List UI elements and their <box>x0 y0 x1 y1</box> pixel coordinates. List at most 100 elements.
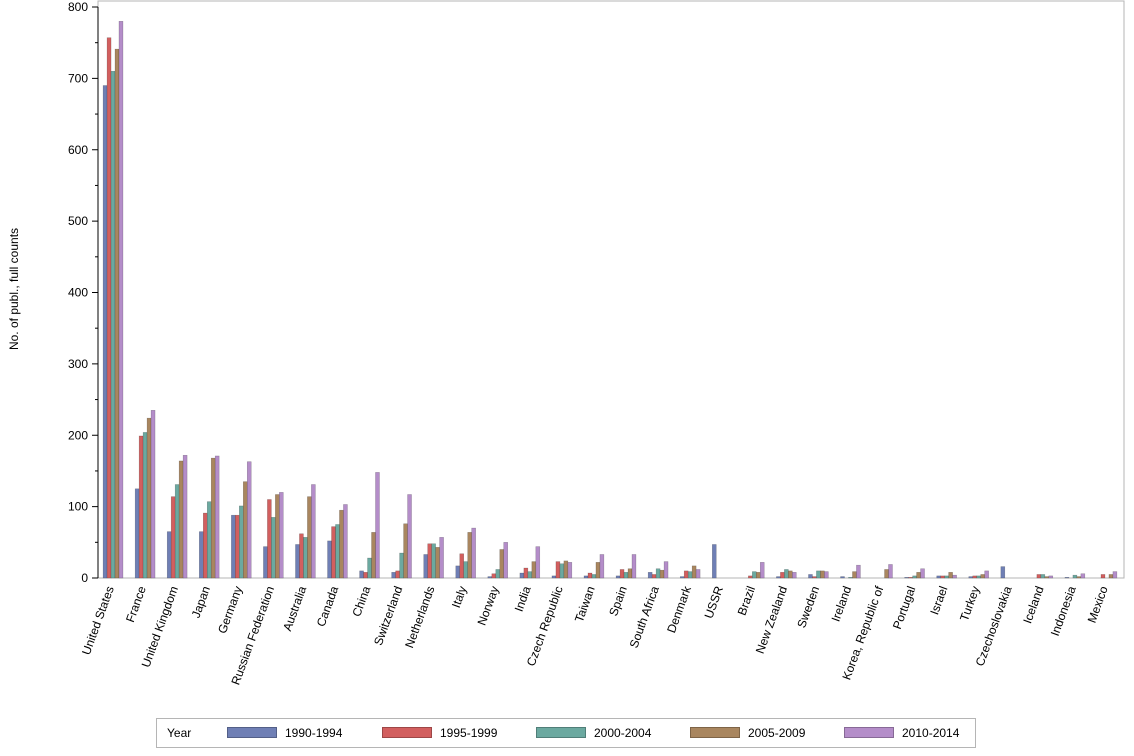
bar <box>936 575 941 579</box>
bar <box>471 527 476 579</box>
bar <box>395 570 400 579</box>
bar <box>299 533 304 579</box>
bar <box>559 563 565 579</box>
bar <box>142 432 148 579</box>
x-tick-label: Sweden <box>794 584 822 630</box>
x-tick-label: Ireland <box>829 584 855 623</box>
bar <box>519 572 525 579</box>
bar <box>343 504 348 579</box>
x-tick-label: Mexico <box>1085 584 1111 625</box>
y-tick-label: 0 <box>81 571 88 585</box>
bar <box>427 543 432 579</box>
bar <box>523 567 529 579</box>
bars <box>102 21 1118 579</box>
bar <box>1108 574 1114 579</box>
bar <box>495 569 501 579</box>
y-tick-label: 100 <box>68 500 88 514</box>
x-tick-label: Brazil <box>735 584 758 617</box>
x-tick-label: Italy <box>449 584 470 609</box>
bar <box>840 576 845 579</box>
legend-title: Year <box>167 726 192 740</box>
bar <box>695 569 701 579</box>
bar <box>984 570 989 579</box>
bar <box>904 577 909 579</box>
bar <box>940 575 945 579</box>
bar <box>687 571 693 579</box>
x-tick-label: Portugal <box>890 584 918 631</box>
bar <box>888 564 893 579</box>
bar <box>307 496 312 579</box>
bar <box>792 572 797 579</box>
bar <box>952 574 957 579</box>
bar <box>944 575 949 579</box>
bar <box>631 554 637 579</box>
bar <box>114 48 120 579</box>
legend-label: 1995-1999 <box>440 726 498 740</box>
bar <box>1044 576 1050 579</box>
bar <box>455 565 461 579</box>
bar <box>535 546 541 579</box>
x-tick-label: Denmark <box>664 583 694 634</box>
bar <box>459 553 464 579</box>
bar <box>403 523 408 579</box>
y-axis: 0 100 200 300 400 500 600 700 800 <box>68 0 99 585</box>
bar <box>1112 571 1118 579</box>
legend-swatch <box>382 727 432 738</box>
bar <box>968 576 974 579</box>
bar <box>812 576 817 579</box>
bar <box>231 514 236 579</box>
bar <box>303 537 308 579</box>
x-tick-label: Iceland <box>1020 584 1046 625</box>
bar <box>1076 576 1082 579</box>
x-tick-label: USSR <box>701 584 726 620</box>
bar <box>856 564 861 579</box>
bar <box>980 574 985 579</box>
bar <box>1048 575 1054 579</box>
bar <box>908 577 913 579</box>
bar <box>551 575 557 579</box>
bar <box>150 410 156 579</box>
legend-swatch <box>844 727 894 738</box>
bar <box>367 557 372 579</box>
bar <box>788 570 793 579</box>
bar <box>146 417 152 579</box>
bar <box>106 37 112 579</box>
bar <box>1100 574 1106 579</box>
legend-label: 2005-2009 <box>748 726 806 740</box>
y-tick-label: 500 <box>68 214 88 228</box>
legend-label: 1990-1994 <box>285 726 343 740</box>
x-tick-label: Canada <box>314 584 342 629</box>
bar <box>852 571 857 579</box>
bar <box>976 575 981 579</box>
x-tick-label: India <box>512 584 534 614</box>
bar <box>210 457 216 579</box>
bar <box>423 554 428 579</box>
bar <box>331 526 336 579</box>
legend-item: 2010-2014 <box>844 726 959 740</box>
x-tick-label: Taiwan <box>572 584 598 624</box>
bar <box>563 560 569 579</box>
bar <box>178 460 184 579</box>
bar <box>595 562 601 579</box>
bar <box>1036 574 1042 579</box>
bar <box>275 494 280 579</box>
x-tick-label: Switzerland <box>371 584 405 647</box>
legend-item: 1990-1994 <box>227 726 342 740</box>
x-tick-label: New Zealand <box>753 584 790 655</box>
bar <box>359 570 364 579</box>
bar <box>784 569 789 579</box>
bar <box>756 572 761 579</box>
legend-swatch <box>536 727 586 738</box>
bar <box>647 572 653 579</box>
y-tick-label: 400 <box>68 286 88 300</box>
legend-item: 2000-2004 <box>536 726 651 740</box>
bar <box>619 569 625 579</box>
bar <box>431 543 436 579</box>
bar <box>138 435 144 579</box>
bar <box>712 544 717 579</box>
bar <box>203 512 208 579</box>
bar <box>271 517 276 579</box>
bar <box>463 561 468 579</box>
